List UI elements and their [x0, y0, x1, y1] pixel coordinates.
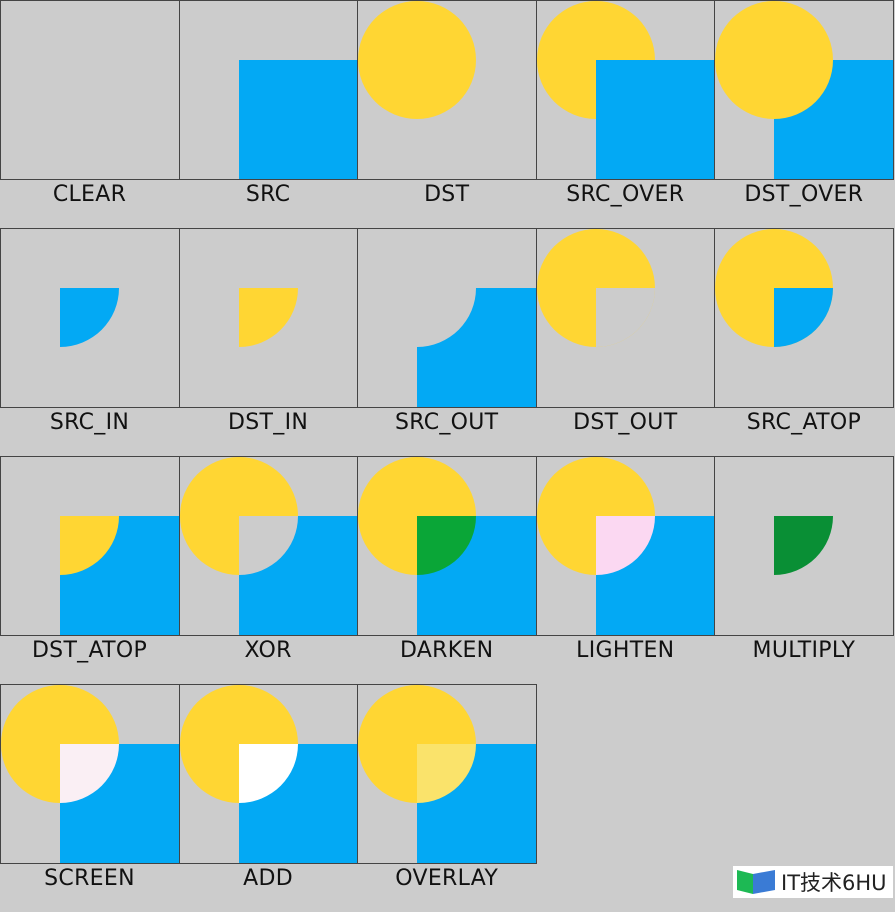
mode-preview — [714, 228, 895, 408]
mode-preview-canvas — [60, 288, 119, 347]
quarter-shape — [417, 744, 477, 803]
mode-preview — [357, 684, 538, 864]
mode-cell-darken: DARKEN — [357, 456, 538, 684]
mode-label: SRC_IN — [49, 410, 130, 435]
mode-preview — [357, 456, 538, 636]
mode-cell-src-over: SRC_OVER — [535, 0, 716, 228]
mode-cell-src-atop: SRC_ATOP — [714, 228, 895, 456]
mode-label: DST_IN — [228, 410, 309, 435]
mode-label: SRC_OUT — [394, 410, 499, 435]
mode-cell-src: SRC — [178, 0, 359, 228]
mode-preview-canvas — [536, 457, 715, 635]
mode-label: DARKEN — [399, 638, 494, 663]
quarter-shape — [595, 288, 655, 347]
square-shape — [595, 60, 715, 179]
mode-preview-canvas — [536, 229, 655, 347]
mode-preview-canvas — [358, 1, 477, 119]
mode-preview-canvas — [417, 288, 537, 407]
mode-cell-lighten: LIGHTEN — [535, 456, 716, 684]
circle-shape — [358, 1, 477, 119]
mode-label: XOR — [244, 638, 292, 663]
mode-preview-canvas — [238, 288, 298, 347]
mode-preview — [535, 0, 716, 180]
mode-cell-xor: XOR — [178, 456, 359, 684]
mode-label: CLEAR — [52, 182, 127, 207]
mode-label: SCREEN — [44, 866, 135, 891]
quarter-shape — [774, 288, 834, 347]
mode-preview-canvas — [1, 685, 179, 863]
mode-preview — [178, 0, 359, 180]
mode-preview — [178, 684, 359, 864]
mode-cell-dst-out: DST_OUT — [535, 228, 716, 456]
mode-label: DST_ATOP — [31, 638, 148, 663]
mode-preview-canvas — [358, 457, 537, 635]
mode-preview-canvas — [715, 229, 834, 347]
mode-preview — [0, 0, 180, 180]
mode-preview — [535, 456, 716, 636]
mode-label: DST_OUT — [573, 410, 678, 435]
mode-preview — [714, 0, 895, 180]
mode-label: DST — [424, 182, 470, 207]
book-logo-icon — [737, 870, 775, 894]
mode-preview-canvas — [536, 1, 715, 179]
mode-cell-src-in: SRC_IN — [0, 228, 180, 456]
mode-preview-canvas — [238, 60, 358, 179]
mode-cell-overlay: OVERLAY — [357, 684, 538, 912]
mode-preview — [0, 456, 180, 636]
mode-preview — [357, 0, 538, 180]
mode-cell-add: ADD — [178, 684, 359, 912]
mode-cell-screen: SCREEN — [0, 684, 180, 912]
quarter-shape — [60, 516, 119, 575]
mode-cell-dst: DST — [357, 0, 538, 228]
mode-label: ADD — [243, 866, 294, 891]
mode-preview — [178, 228, 359, 408]
mode-cell-clear: CLEAR — [0, 0, 180, 228]
mode-label: DST_OVER — [744, 182, 864, 207]
quarter-shape — [60, 288, 119, 347]
mode-label: OVERLAY — [395, 866, 499, 891]
quarter-shape — [595, 516, 655, 575]
quarter-shape — [238, 744, 298, 803]
quarter-shape — [238, 288, 298, 347]
mode-preview-canvas — [774, 516, 834, 575]
mode-cell-dst-in: DST_IN — [178, 228, 359, 456]
mode-cell-src-out: SRC_OUT — [357, 228, 538, 456]
quarter-shape — [60, 744, 119, 803]
mode-preview — [535, 228, 716, 408]
mode-cell-dst-atop: DST_ATOP — [0, 456, 180, 684]
mode-label: MULTIPLY — [752, 638, 856, 663]
square-shape — [238, 60, 358, 179]
circle-shape — [715, 1, 834, 119]
mode-preview — [0, 228, 180, 408]
mode-preview — [0, 684, 180, 864]
mode-label: LIGHTEN — [576, 638, 675, 663]
mode-preview-canvas — [358, 685, 537, 863]
mode-preview — [357, 228, 538, 408]
watermark: IT技术6HU — [733, 866, 893, 898]
mode-preview-canvas — [715, 1, 894, 179]
quarter-shape — [417, 516, 477, 575]
mode-cell-dst-over: DST_OVER — [714, 0, 895, 228]
mode-preview — [714, 456, 895, 636]
mode-label: SRC — [245, 182, 291, 207]
mode-preview-canvas — [179, 457, 358, 635]
quarter-shape — [417, 288, 477, 347]
quarter-shape — [774, 516, 834, 575]
mode-preview-canvas — [1, 1, 179, 179]
mode-preview — [178, 456, 359, 636]
mode-preview-canvas — [179, 685, 358, 863]
watermark-text: IT技术6HU — [781, 871, 887, 895]
mode-preview-canvas — [60, 516, 179, 635]
mode-cell-multiply: MULTIPLY — [714, 456, 895, 684]
quarter-shape — [238, 516, 298, 575]
mode-label: SRC_OVER — [566, 182, 685, 207]
mode-label: SRC_ATOP — [746, 410, 862, 435]
